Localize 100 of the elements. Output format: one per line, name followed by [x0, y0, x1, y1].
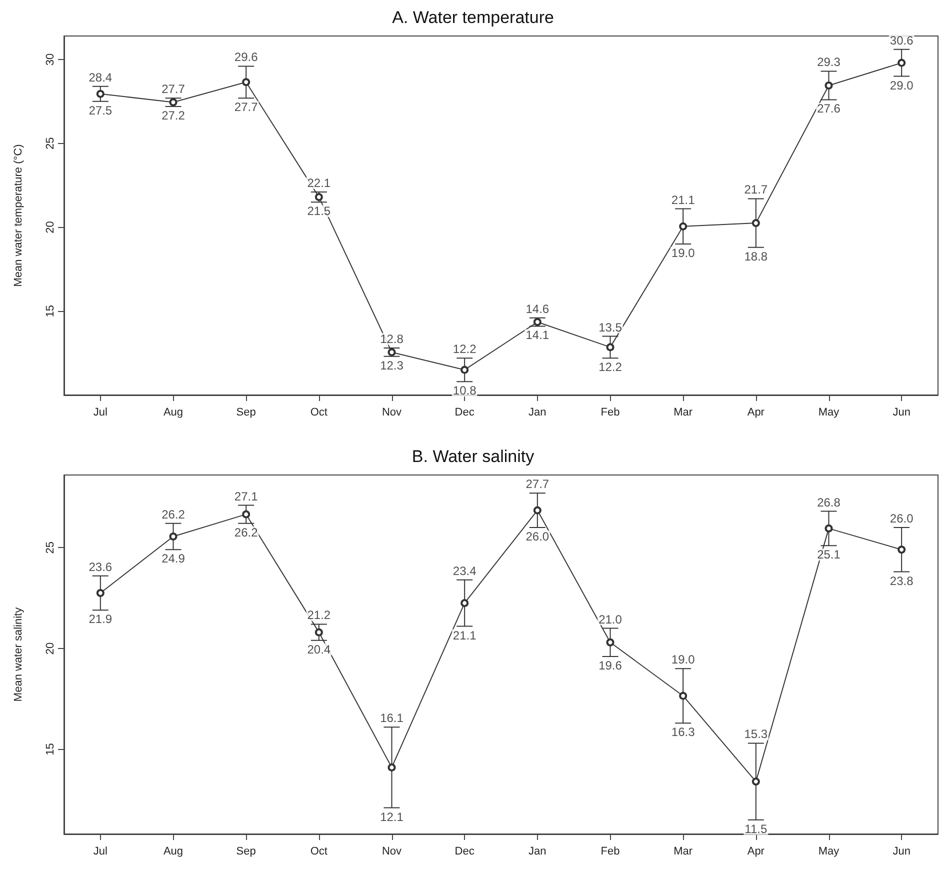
y-tick-label: 15 — [44, 743, 56, 756]
annotation: 26.0 — [890, 511, 914, 526]
annotation: 26.0 — [526, 529, 550, 544]
annotation: 27.1 — [234, 489, 258, 504]
point — [388, 763, 396, 772]
x-tick-label: Nov — [382, 846, 402, 858]
annotation: 19.0 — [671, 652, 696, 667]
annotation: 23.8 — [890, 574, 914, 588]
annotation: 24.9 — [162, 552, 186, 566]
annotation: 18.8 — [744, 249, 768, 264]
x-tick-label: Apr — [747, 846, 765, 858]
annotation: 30.6 — [890, 33, 914, 48]
y-axis-title: Mean water temperature (°C) — [12, 144, 24, 287]
annotation: 12.2 — [598, 360, 622, 374]
annotation: 27.7 — [234, 100, 258, 114]
x-tick-label: Feb — [600, 406, 620, 418]
annotation: 12.2 — [452, 342, 477, 356]
annotation: 21.1 — [671, 192, 696, 207]
point — [533, 318, 542, 326]
point — [96, 90, 104, 98]
annotation: 23.6 — [88, 560, 112, 574]
x-tick-label: Apr — [747, 406, 765, 418]
annotation: 19.6 — [598, 658, 622, 673]
annotation: 29.0 — [890, 78, 914, 92]
point — [242, 78, 250, 86]
annotation: 16.3 — [671, 725, 696, 740]
annotation: 10.8 — [452, 384, 477, 398]
annotation: 12.8 — [380, 332, 404, 346]
annotation: 27.7 — [162, 82, 186, 96]
annotation: 14.6 — [526, 302, 550, 316]
annotation: 21.1 — [452, 628, 477, 642]
x-tick-label: Sep — [236, 406, 256, 418]
x-tick-label: May — [818, 846, 840, 858]
annotation: 27.5 — [88, 103, 112, 118]
point — [824, 524, 833, 532]
x-tick-label: Jan — [528, 846, 546, 858]
point — [898, 58, 906, 67]
annotation: 26.8 — [817, 495, 841, 510]
annotation: 21.7 — [744, 182, 768, 197]
annotation: 27.6 — [817, 102, 841, 116]
point — [824, 81, 833, 90]
x-tick-label: Jun — [892, 846, 910, 858]
annotation: 20.4 — [307, 642, 331, 656]
x-tick-label: Dec — [454, 406, 475, 418]
x-tick-label: Mar — [674, 846, 693, 858]
point — [314, 628, 323, 636]
annotation: 29.3 — [817, 55, 841, 70]
point — [388, 348, 396, 356]
annotation: 15.3 — [744, 727, 768, 742]
chart-title: A. Water temperature — [392, 8, 554, 27]
annotation: 27.7 — [526, 477, 550, 492]
annotation: 21.2 — [307, 608, 331, 622]
annotation: 28.4 — [88, 70, 112, 84]
annotation: 22.1 — [307, 176, 331, 190]
y-tick-label: 25 — [44, 137, 56, 150]
annotation: 16.1 — [380, 711, 404, 726]
point — [898, 546, 906, 554]
annotation: 29.6 — [234, 50, 258, 64]
annotation: 21.0 — [598, 612, 622, 626]
x-tick-label: Jun — [892, 406, 910, 418]
x-tick-label: Aug — [163, 406, 184, 418]
point — [606, 343, 614, 352]
point — [169, 532, 178, 541]
x-tick-label: Mar — [674, 406, 693, 418]
annotation: 21.9 — [88, 612, 112, 626]
annotation: 21.5 — [307, 204, 331, 218]
x-tick-label: Feb — [600, 846, 620, 858]
point — [242, 510, 250, 518]
y-axis-title: Mean water salinity — [12, 606, 24, 702]
annotation: 19.0 — [671, 246, 696, 260]
x-tick-label: Oct — [310, 406, 328, 418]
point — [752, 778, 760, 786]
y-tick-label: 20 — [44, 642, 56, 655]
chart-title: B. Water salinity — [412, 447, 535, 466]
annotation: 26.2 — [234, 525, 258, 540]
point — [314, 193, 323, 202]
annotation: 11.5 — [744, 822, 768, 836]
annotation: 14.1 — [526, 328, 550, 342]
annotation: 26.2 — [162, 507, 186, 522]
x-tick-label: Jan — [528, 406, 546, 418]
point — [606, 638, 614, 646]
annotation: 12.3 — [380, 358, 404, 372]
point — [460, 366, 469, 374]
x-tick-label: Sep — [236, 846, 256, 858]
x-tick-label: Nov — [382, 406, 402, 418]
point — [96, 588, 104, 597]
point — [533, 506, 542, 514]
x-tick-label: Jul — [93, 846, 108, 858]
y-tick-label: 30 — [44, 53, 56, 66]
y-tick-label: 20 — [44, 221, 56, 234]
annotation: 27.2 — [162, 108, 186, 122]
point — [169, 98, 178, 106]
point — [460, 599, 469, 608]
x-tick-label: Oct — [310, 846, 328, 858]
annotation: 25.1 — [817, 548, 841, 562]
x-tick-label: Jul — [93, 406, 108, 418]
annotation: 13.5 — [598, 320, 622, 334]
point — [679, 692, 688, 700]
x-tick-label: Dec — [454, 846, 475, 858]
y-tick-label: 15 — [44, 304, 56, 318]
